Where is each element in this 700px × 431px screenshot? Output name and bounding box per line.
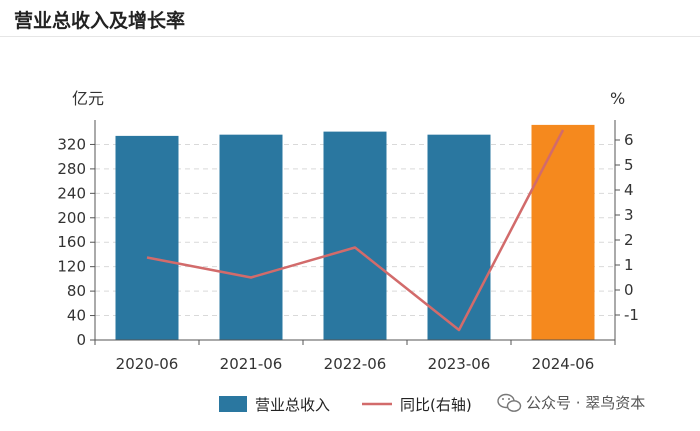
left-tick-label: 200 xyxy=(57,209,86,227)
line-series xyxy=(146,129,565,332)
x-tick-label: 2024-06 xyxy=(532,355,595,373)
left-tick-label: 240 xyxy=(57,184,86,202)
chart-title: 营业总收入及增长率 xyxy=(14,10,186,32)
bar-series xyxy=(115,124,595,340)
x-tick-label: 2022-06 xyxy=(324,355,387,373)
bar-2020-06 xyxy=(115,135,179,340)
right-tick-label: 0 xyxy=(624,281,634,299)
right-axis-unit: % xyxy=(610,89,625,108)
gridlines xyxy=(95,143,615,317)
x-tick-label: 2023-06 xyxy=(428,355,491,373)
right-tick-label: 2 xyxy=(624,231,634,249)
right-tick-label: -1 xyxy=(624,306,639,324)
legend: 营业总收入 同比(右轴) xyxy=(219,396,472,414)
wechat-icon xyxy=(497,393,522,412)
watermark-text: 公众号 · 翠鸟资本 xyxy=(526,394,645,412)
legend-bar-label: 营业总收入 xyxy=(255,396,330,414)
left-tick-label: 0 xyxy=(76,331,86,349)
right-tick-label: 4 xyxy=(624,181,634,199)
left-axis-unit: 亿元 xyxy=(72,89,104,108)
legend-line-label: 同比(右轴) xyxy=(400,396,472,414)
x-tick-label: 2021-06 xyxy=(220,355,283,373)
axes: 0 40 80 120 160 200 240 280 320 -1 0 1 2 3 4 5 6 2020-06 2… xyxy=(57,120,639,373)
x-tick-label: 2020-06 xyxy=(116,355,179,373)
bar-2022-06 xyxy=(323,131,387,340)
watermark: 公众号 · 翠鸟资本 xyxy=(497,393,645,412)
left-tick-label: 40 xyxy=(67,307,86,325)
left-tick-label: 280 xyxy=(57,160,86,178)
bar-2023-06 xyxy=(427,134,491,340)
bar-2024-06 xyxy=(531,124,595,340)
right-tick-label: 5 xyxy=(624,156,634,174)
left-tick-label: 160 xyxy=(57,233,86,251)
bar-2021-06 xyxy=(219,134,283,340)
header-bar: 营业总收入及增长率 xyxy=(0,0,700,37)
right-tick-label: 6 xyxy=(624,131,634,149)
right-tick-label: 3 xyxy=(624,206,634,224)
right-tick-label: 1 xyxy=(624,256,634,274)
left-tick-label: 320 xyxy=(57,135,86,153)
legend-bar-swatch xyxy=(219,396,247,412)
left-tick-label: 80 xyxy=(67,282,86,300)
left-tick-label: 120 xyxy=(57,258,86,276)
